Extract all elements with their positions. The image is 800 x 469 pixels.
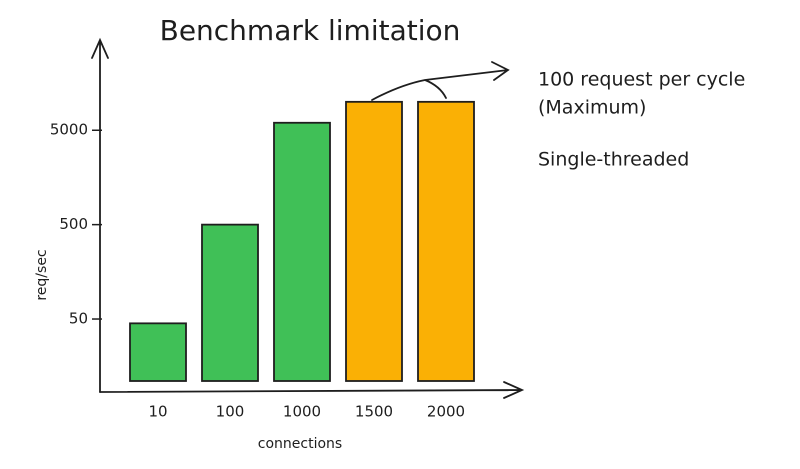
x-tick-label: 1500 [355, 403, 393, 421]
bar [273, 121, 331, 382]
bar [345, 100, 403, 382]
bar [129, 322, 187, 382]
bar [417, 100, 475, 382]
annotation: Single-threaded [538, 149, 689, 171]
y-tick-label: 500 [59, 215, 88, 233]
x-tick-label: 2000 [427, 403, 465, 421]
annotation-arrow [371, 61, 510, 101]
x-axis-label: connections [258, 436, 342, 452]
y-axis-label: req/sec [34, 249, 50, 300]
y-axis [91, 37, 109, 393]
x-axis [99, 381, 525, 399]
y-tick-label: 50 [69, 310, 88, 328]
x-tick-label: 100 [216, 403, 245, 421]
chart-title: Benchmark limitation [160, 14, 461, 47]
bar [201, 223, 259, 382]
y-tick-label: 5000 [50, 121, 88, 139]
annotation: (Maximum) [538, 97, 646, 119]
x-tick-label: 10 [148, 403, 167, 421]
x-tick-label: 1000 [283, 403, 321, 421]
annotation: 100 request per cycle [538, 69, 745, 91]
